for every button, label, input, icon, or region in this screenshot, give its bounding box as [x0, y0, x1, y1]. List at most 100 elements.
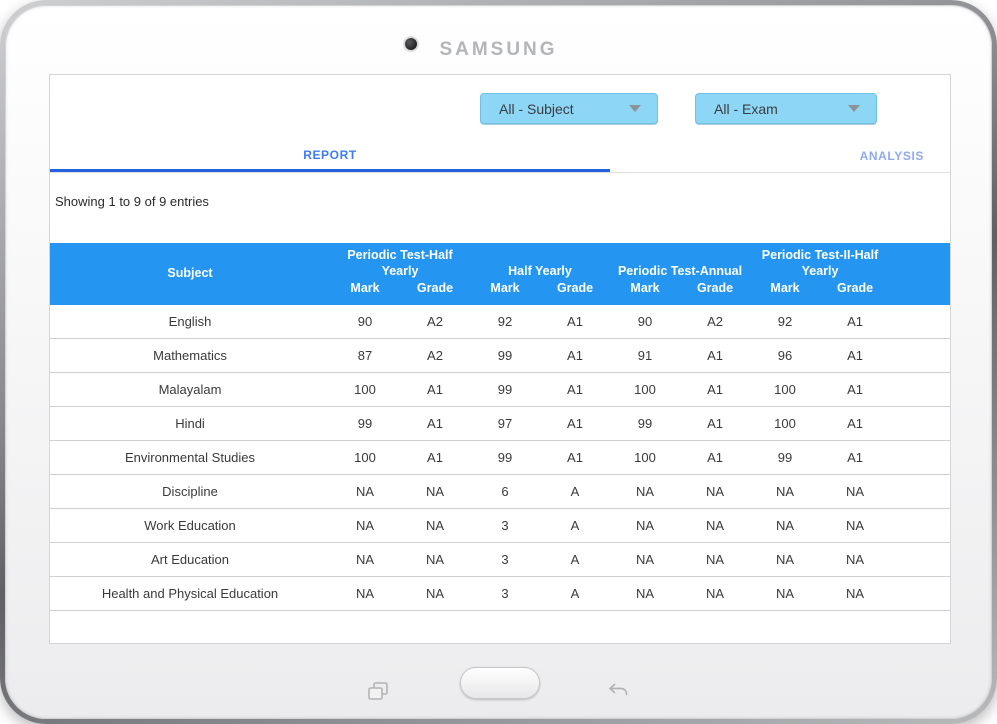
value-cell: NA — [680, 576, 751, 612]
front-camera-icon — [405, 38, 417, 50]
spacer-cell — [890, 372, 951, 408]
column-header-grade-1: Grade — [400, 279, 470, 305]
value-cell: A1 — [540, 304, 611, 340]
subject-cell: Health and Physical Education — [50, 576, 330, 612]
value-cell: A — [540, 508, 611, 544]
value-cell: A2 — [400, 304, 470, 340]
column-group-periodic-test-ii-half-yearly: Periodic Test-II-Half Yearly — [750, 243, 891, 280]
spacer-cell — [890, 338, 951, 374]
subject-cell: Environmental Studies — [50, 440, 330, 476]
column-header-grade-4: Grade — [820, 279, 891, 305]
value-cell: 92 — [470, 304, 540, 340]
app-screen: All - Subject All - Exam REPORT ANALYSIS… — [50, 75, 951, 643]
back-button[interactable] — [606, 679, 630, 703]
value-cell: A1 — [540, 338, 611, 374]
column-header-mark-3: Mark — [610, 279, 681, 305]
value-cell: NA — [820, 474, 891, 510]
tab-analysis[interactable]: ANALYSIS — [859, 149, 924, 163]
value-cell: A1 — [400, 406, 470, 442]
value-cell: 6 — [470, 474, 540, 510]
tablet-bezel: SAMSUNG All - Subject All - Exam REPORT … — [5, 5, 992, 719]
value-cell: 90 — [330, 304, 400, 340]
table-row: Mathematics 87 A2 99 A1 91 A1 96 A1 — [50, 338, 951, 374]
value-cell: A1 — [820, 338, 891, 374]
value-cell: NA — [400, 508, 470, 544]
table-row: Art Education NA NA 3 A NA NA NA NA — [50, 542, 951, 578]
value-cell: A1 — [680, 338, 751, 374]
subject-filter-dropdown[interactable]: All - Subject — [480, 93, 658, 124]
column-group-periodic-test-annual: Periodic Test-Annual — [610, 243, 751, 280]
value-cell: NA — [610, 542, 681, 578]
value-cell: 99 — [470, 372, 540, 408]
value-cell: 100 — [610, 440, 681, 476]
value-cell: NA — [750, 508, 821, 544]
subject-filter-value: All - Subject — [499, 100, 574, 117]
spacer-cell — [890, 508, 951, 544]
tab-bar: REPORT ANALYSIS — [50, 140, 950, 173]
value-cell: 99 — [470, 338, 540, 374]
table-row: Environmental Studies 100 A1 99 A1 100 A1 99 A1 — [50, 440, 951, 476]
value-cell: NA — [750, 576, 821, 612]
value-cell: A2 — [400, 338, 470, 374]
value-cell: 100 — [750, 372, 821, 408]
value-cell: 99 — [610, 406, 681, 442]
value-cell: 99 — [330, 406, 400, 442]
entries-summary: Showing 1 to 9 of 9 entries — [55, 194, 209, 209]
column-header-mark-4: Mark — [750, 279, 821, 305]
value-cell: A1 — [820, 406, 891, 442]
chevron-down-icon — [848, 105, 860, 112]
value-cell: 3 — [470, 576, 540, 612]
value-cell: NA — [610, 576, 681, 612]
value-cell: NA — [750, 542, 821, 578]
spacer-cell — [890, 440, 951, 476]
value-cell: A1 — [820, 304, 891, 340]
report-table: Subject Periodic Test-Half Yearly Half Y… — [50, 243, 951, 612]
value-cell: NA — [820, 576, 891, 612]
tab-report[interactable]: REPORT — [50, 140, 610, 172]
subject-cell: Malayalam — [50, 372, 330, 408]
value-cell: A — [540, 474, 611, 510]
value-cell: NA — [820, 508, 891, 544]
spacer-cell — [890, 542, 951, 578]
value-cell: NA — [680, 542, 751, 578]
spacer-cell — [890, 304, 951, 340]
exam-filter-dropdown[interactable]: All - Exam — [695, 93, 877, 124]
spacer-cell — [890, 474, 951, 510]
value-cell: A2 — [680, 304, 751, 340]
column-header-grade-2: Grade — [540, 279, 611, 305]
subject-cell: English — [50, 304, 330, 340]
value-cell: 96 — [750, 338, 821, 374]
column-header-mark-2: Mark — [470, 279, 540, 305]
column-group-half-yearly: Half Yearly — [470, 243, 611, 280]
value-cell: A1 — [400, 440, 470, 476]
column-header-subject: Subject — [50, 243, 330, 305]
value-cell: A1 — [820, 440, 891, 476]
value-cell: NA — [680, 508, 751, 544]
home-button[interactable] — [460, 667, 540, 699]
column-header-spacer — [890, 243, 951, 305]
value-cell: A1 — [680, 406, 751, 442]
value-cell: A — [540, 576, 611, 612]
value-cell: NA — [820, 542, 891, 578]
value-cell: NA — [330, 576, 400, 612]
value-cell: NA — [610, 474, 681, 510]
value-cell: 91 — [610, 338, 681, 374]
table-row: Work Education NA NA 3 A NA NA NA NA — [50, 508, 951, 544]
table-row: Hindi 99 A1 97 A1 99 A1 100 A1 — [50, 406, 951, 442]
value-cell: A — [540, 542, 611, 578]
subject-cell: Discipline — [50, 474, 330, 510]
value-cell: NA — [400, 474, 470, 510]
subject-cell: Mathematics — [50, 338, 330, 374]
samsung-logo: SAMSUNG — [439, 39, 558, 60]
value-cell: 3 — [470, 542, 540, 578]
recent-apps-button[interactable] — [366, 679, 390, 703]
subject-cell: Art Education — [50, 542, 330, 578]
subject-cell: Work Education — [50, 508, 330, 544]
table-row: English 90 A2 92 A1 90 A2 92 A1 — [50, 304, 951, 340]
value-cell: NA — [610, 508, 681, 544]
value-cell: NA — [680, 474, 751, 510]
chevron-down-icon — [629, 105, 641, 112]
value-cell: NA — [750, 474, 821, 510]
table-row: Malayalam 100 A1 99 A1 100 A1 100 A1 — [50, 372, 951, 408]
